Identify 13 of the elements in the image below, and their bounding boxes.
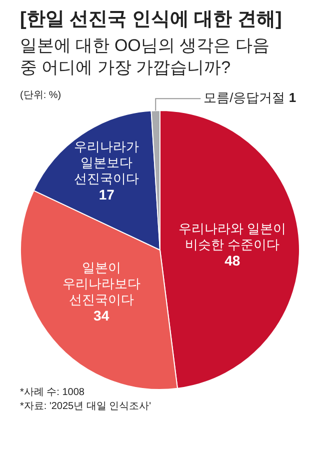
slice-label: 모름/응답거절 [204,90,286,106]
data-label: 1 [288,90,296,106]
slice-label: 우리나라가 일본보다 선진국이다 [74,139,140,186]
data-label: 34 [94,307,110,324]
chart-subtitle: 일본에 대한 OO님의 생각은 다음 중 어디에 가장 가깝습니까? [20,35,270,79]
data-label: 17 [98,186,115,202]
text: *자료: '2025년 대일 인식조사' [20,400,152,413]
data-label: 48 [224,252,240,268]
text: (단위: %) [20,89,62,102]
chart-title: [한일 선진국 인식에 대한 견해] [20,8,282,32]
slice-label: 우리나라와 일본이 비슷한 수준이다 [178,221,286,252]
text: *사례 수: 1008 [20,386,84,399]
slice-label: 일본이 우리나라보다 선진국이다 [62,260,140,308]
